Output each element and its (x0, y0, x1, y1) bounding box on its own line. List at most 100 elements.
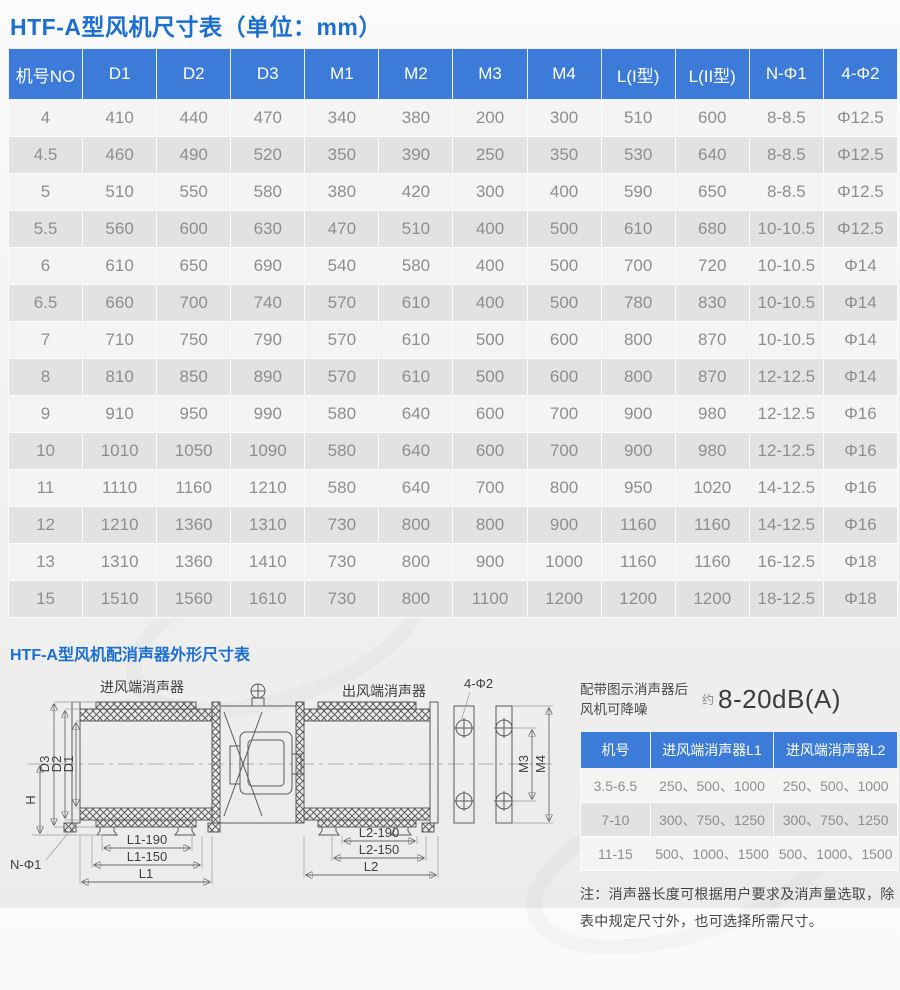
dim-label-l1: L1 (139, 866, 153, 881)
table-cell: 12-12.5 (748, 432, 824, 470)
column-header: M3 (452, 48, 528, 100)
table-cell: 500、1000、1500 (649, 836, 775, 872)
table-cell: 910 (82, 395, 158, 433)
table-cell: 700 (156, 284, 232, 322)
dim-label-l2: L2 (364, 859, 378, 874)
table-cell: Φ12.5 (822, 210, 899, 248)
column-header: 机号NO (7, 48, 84, 100)
table-cell: Φ16 (822, 506, 899, 544)
table-cell: 14-12.5 (748, 506, 824, 544)
table-cell: 1020 (674, 469, 750, 507)
table-row: 10 1010 1050 1090 580 640 600 700 900 980 12-12.5 Φ… (7, 432, 899, 470)
table-cell: 700 (526, 432, 602, 470)
table-cell: 850 (156, 358, 232, 396)
table-cell: 890 (230, 358, 306, 396)
table-cell: 340 (304, 99, 380, 137)
dim-label-l1-150: L1-150 (127, 849, 167, 864)
silencer-table: 机号 进风端消声器L1 进风端消声器L2 3.5-6.5 250、500、1000 25… (580, 731, 898, 872)
table-cell: Φ18 (822, 580, 899, 618)
table-cell: 610 (600, 210, 676, 248)
table-cell: 8-8.5 (748, 173, 824, 211)
table-row: 11 1110 1160 1210 580 640 700 800 950 1020 14-12.5… (7, 469, 899, 507)
table-cell: 720 (674, 247, 750, 285)
table-cell: 420 (378, 173, 454, 211)
table-cell: 350 (304, 136, 380, 174)
table-cell: 980 (674, 432, 750, 470)
table-cell: 12-12.5 (748, 395, 824, 433)
dim-label-m4: M4 (533, 755, 548, 773)
table-cell: 600 (452, 395, 528, 433)
table-cell: 12 (7, 506, 84, 544)
table-cell: 11-15 (580, 836, 651, 872)
table-cell: 580 (304, 469, 380, 507)
table-cell: 410 (82, 99, 158, 137)
table-cell: 500 (526, 284, 602, 322)
column-header: L(II型) (674, 48, 750, 100)
table-row: 8 810 850 890 570 610 500 600 800 870 12-12.5 Φ14 (7, 358, 899, 396)
table-cell: 520 (230, 136, 306, 174)
table-row: 11-15 500、1000、1500 500、1000、1500 (580, 836, 898, 872)
table-cell: 470 (230, 99, 306, 137)
table-cell: 710 (82, 321, 158, 359)
table-cell: 610 (378, 321, 454, 359)
table-cell: 730 (304, 580, 380, 618)
column-header: 进风端消声器L2 (773, 731, 898, 770)
table-cell: 6 (7, 247, 84, 285)
table-cell: 1160 (156, 469, 232, 507)
table-cell: 830 (674, 284, 750, 322)
table-cell: 800 (600, 358, 676, 396)
table-cell: 660 (82, 284, 158, 322)
table-cell: 990 (230, 395, 306, 433)
table-cell: 1310 (82, 543, 158, 581)
table-cell: 800 (378, 506, 454, 544)
table-cell: 800 (452, 506, 528, 544)
noise-text-line1: 配带图示消声器后 (580, 682, 688, 697)
table-cell: 4.5 (7, 136, 84, 174)
table-row: 12 1210 1360 1310 730 800 800 900 1160 1160 14-12.… (7, 506, 899, 544)
table-cell: 600 (674, 99, 750, 137)
table-row: 4 410 440 470 340 380 200 300 510 600 8-8.5 Φ12.5 (7, 99, 899, 137)
table-cell: 640 (378, 432, 454, 470)
table-cell: 300、750、1250 (773, 802, 898, 838)
table-cell: 8 (7, 358, 84, 396)
table-cell: 700 (600, 247, 676, 285)
table-cell: 400 (452, 210, 528, 248)
table-cell: Φ12.5 (822, 136, 899, 174)
table-cell: 1200 (674, 580, 750, 618)
table-cell: 580 (378, 247, 454, 285)
table-cell: 3.5-6.5 (580, 768, 651, 804)
dim-label-n-phi1: N-Φ1 (10, 857, 41, 872)
dimension-lines-left: D3 D2 D1 H (23, 701, 102, 836)
table-cell: 1210 (82, 506, 158, 544)
table-row: 13 1310 1360 1410 730 800 900 1000 1160 1160 16-12… (7, 543, 899, 581)
table-cell: 1200 (600, 580, 676, 618)
approx-label: 约 (702, 693, 715, 708)
table-cell: 510 (600, 99, 676, 137)
table-cell: 550 (156, 173, 232, 211)
table-cell: 510 (378, 210, 454, 248)
table-cell: 10-10.5 (748, 284, 824, 322)
table-cell: 650 (156, 247, 232, 285)
footnote-line1: 注：消声器长度可根据用户要求及消声量选取，除 (580, 886, 895, 903)
table-cell: 1000 (526, 543, 602, 581)
silencer-diagram: D3 D2 D1 H L1-190 L1-150 L1 N-Φ1 L2-190 … (10, 676, 553, 906)
table-row: 15 1510 1560 1610 730 800 1100 1200 1200 1200 18-1… (7, 580, 899, 618)
table-cell: 400 (526, 173, 602, 211)
table-cell: 950 (156, 395, 232, 433)
table-cell: 900 (452, 543, 528, 581)
table-cell: 870 (674, 358, 750, 396)
table-cell: 1360 (156, 506, 232, 544)
table-cell: 250、500、1000 (649, 768, 775, 804)
table-cell: Φ14 (822, 284, 899, 322)
table-row: 9 910 950 990 580 640 600 700 900 980 12-12.5 Φ16 (7, 395, 899, 433)
table-cell: 580 (304, 432, 380, 470)
table-cell: 400 (452, 247, 528, 285)
table-cell: Φ14 (822, 358, 899, 396)
table-row: 7-10 300、750、1250 300、750、1250 (580, 802, 898, 838)
table-cell: 1160 (674, 506, 750, 544)
table-cell: 630 (230, 210, 306, 248)
column-header: 进风端消声器L1 (649, 731, 775, 770)
table-cell: 1610 (230, 580, 306, 618)
table-cell: 200 (452, 99, 528, 137)
table-cell: 1200 (526, 580, 602, 618)
